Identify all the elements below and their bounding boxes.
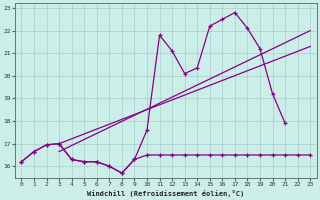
X-axis label: Windchill (Refroidissement éolien,°C): Windchill (Refroidissement éolien,°C)	[87, 190, 244, 197]
